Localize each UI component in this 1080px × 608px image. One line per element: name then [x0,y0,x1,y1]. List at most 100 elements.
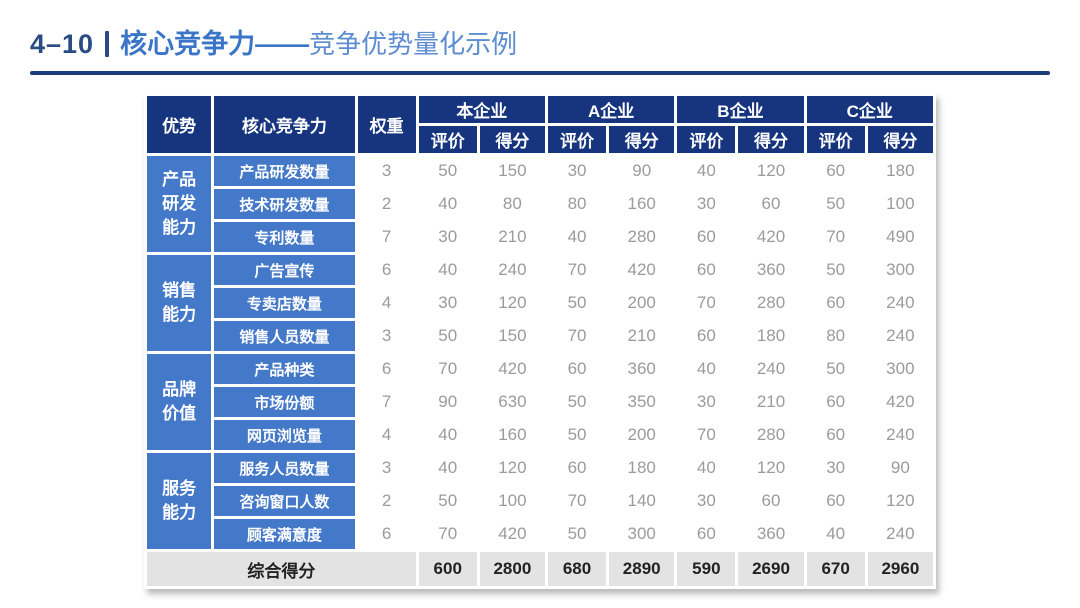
value-cell: 50 [418,156,477,186]
total-score-cell: 2890 [609,552,675,586]
value-cell: 120 [738,156,804,186]
value-cell: 60 [547,354,607,384]
total-score-cell: 680 [547,552,607,586]
value-cell: 200 [609,288,675,318]
value-cell: 60 [806,156,865,186]
row-label: 市场份额 [214,387,355,417]
value-cell: 40 [677,156,736,186]
value-cell: 30 [418,222,477,252]
value-cell: 50 [547,519,607,549]
weight-cell: 6 [357,255,416,285]
value-cell: 60 [806,288,865,318]
value-cell: 70 [418,354,477,384]
value-cell: 60 [547,453,607,483]
value-cell: 140 [609,486,675,516]
value-cell: 100 [479,486,545,516]
total-score-row: 综合得分 600 2800 680 2890 590 2690 670 2960 [147,552,933,586]
value-cell: 50 [418,321,477,351]
row-label: 顾客满意度 [214,519,355,549]
value-cell: 100 [867,189,933,219]
value-cell: 240 [479,255,545,285]
value-cell: 300 [609,519,675,549]
value-cell: 420 [867,387,933,417]
value-cell: 70 [806,222,865,252]
header-row-subcolumns: 评价 得分 评价 得分 评价 得分 评价 得分 [147,126,933,153]
value-cell: 120 [479,453,545,483]
weight-cell: 4 [357,288,416,318]
subheader-score: 得分 [609,126,675,153]
table-row: 产品研发能力 产品研发数量 3 50 150 30 90 40 120 60 1… [147,156,933,252]
value-cell: 420 [479,354,545,384]
value-cell: 240 [867,420,933,450]
subheader-rating: 评价 [547,126,607,153]
value-cell: 150 [479,321,545,351]
value-cell: 160 [609,189,675,219]
row-label: 咨询窗口人数 [214,486,355,516]
value-cell: 300 [867,255,933,285]
subheader-rating: 评价 [806,126,865,153]
title-underline-rule [30,71,1050,75]
subheader-score: 得分 [738,126,804,153]
value-cell: 160 [479,420,545,450]
col-header-company-own: 本企业 [418,96,545,123]
value-cell: 280 [609,222,675,252]
value-cell: 80 [547,189,607,219]
header-row-companies: 优势 核心竞争力 权重 本企业 A企业 B企业 C企业 [147,96,933,153]
value-cell: 50 [806,354,865,384]
value-cell: 240 [738,354,804,384]
row-label: 服务人员数量 [214,453,355,483]
value-cell: 60 [677,255,736,285]
value-cell: 70 [547,486,607,516]
value-cell: 40 [418,453,477,483]
value-cell: 120 [867,486,933,516]
value-cell: 80 [806,321,865,351]
weight-cell: 3 [357,156,416,186]
slide-number: 4–10 [30,29,95,59]
total-score-cell: 600 [418,552,477,586]
row-label: 专卖店数量 [214,288,355,318]
table-row: 技术研发数量 2 40 80 80 160 30 60 50 100 [147,189,933,219]
table-row: 专利数量 7 30 210 40 280 60 420 70 490 [147,222,933,252]
value-cell: 200 [609,420,675,450]
value-cell: 360 [609,354,675,384]
weight-cell: 4 [357,420,416,450]
col-header-weight: 权重 [357,96,416,153]
value-cell: 210 [479,222,545,252]
total-score-cell: 2690 [738,552,804,586]
value-cell: 50 [547,420,607,450]
row-label: 广告宣传 [214,255,355,285]
page-title: 核心竞争力—— [120,29,310,59]
value-cell: 120 [738,453,804,483]
table-row: 顾客满意度 6 70 420 50 300 60 360 40 240 [147,519,933,549]
group-label-sales: 销售能力 [147,255,212,351]
value-cell: 150 [479,156,545,186]
value-cell: 90 [609,156,675,186]
value-cell: 30 [806,453,865,483]
value-cell: 70 [677,288,736,318]
total-score-cell: 670 [806,552,865,586]
value-cell: 60 [806,387,865,417]
group-label-product-rd: 产品研发能力 [147,156,212,252]
value-cell: 80 [479,189,545,219]
table-row: 专卖店数量 4 30 120 50 200 70 280 60 240 [147,288,933,318]
value-cell: 40 [418,189,477,219]
value-cell: 420 [479,519,545,549]
competitiveness-score-table: 优势 核心竞争力 权重 本企业 A企业 B企业 C企业 评价 得分 评价 得分 … [144,93,936,589]
total-score-label: 综合得分 [147,552,416,586]
table-row: 网页浏览量 4 40 160 50 200 70 280 60 240 [147,420,933,450]
value-cell: 50 [418,486,477,516]
subheader-score: 得分 [867,126,933,153]
value-cell: 420 [609,255,675,285]
value-cell: 90 [867,453,933,483]
value-cell: 50 [806,189,865,219]
weight-cell: 2 [357,486,416,516]
title-divider [105,31,110,57]
table-row: 品牌价值 产品种类 6 70 420 60 360 40 240 50 300 [147,354,933,450]
value-cell: 360 [738,255,804,285]
value-cell: 240 [867,519,933,549]
value-cell: 70 [547,255,607,285]
value-cell: 60 [738,189,804,219]
weight-cell: 6 [357,354,416,384]
value-cell: 40 [547,222,607,252]
table-row: 市场份额 7 90 630 50 350 30 210 60 420 [147,387,933,417]
